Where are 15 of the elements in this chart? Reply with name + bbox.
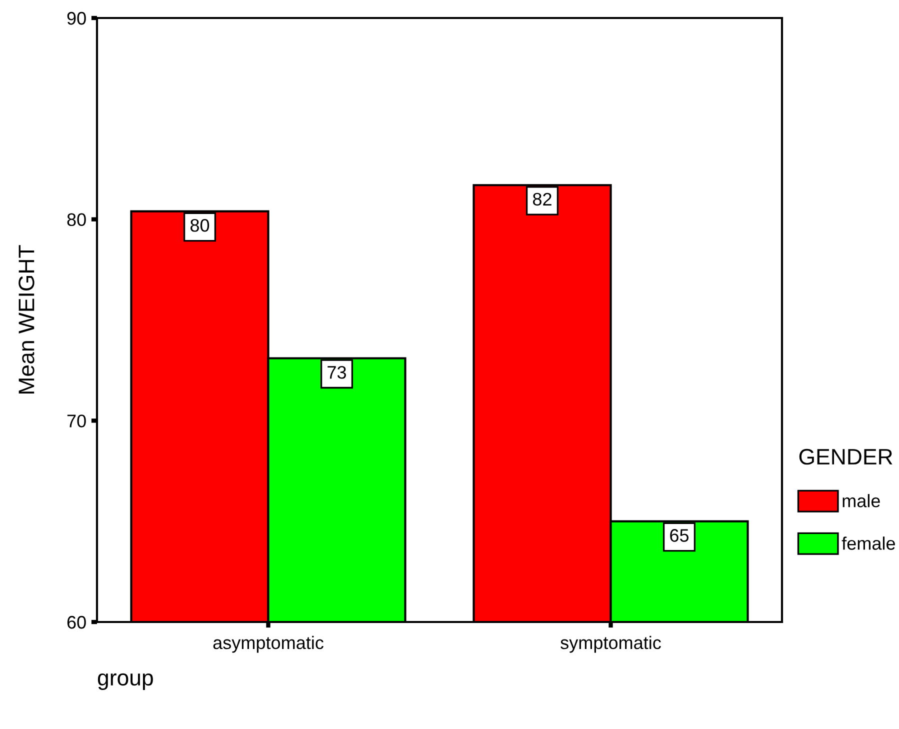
y-tick-label: 80 <box>67 213 86 226</box>
x-tick-label: asymptomatic <box>213 636 324 653</box>
data-label: 82 <box>532 192 552 206</box>
y-tick-label: 90 <box>67 12 86 25</box>
data-label: 80 <box>190 219 210 232</box>
x-tick-label: symptomatic <box>560 636 661 653</box>
legend-title: GENDER <box>799 448 892 465</box>
x-axis-title: group <box>98 673 153 690</box>
data-label: 73 <box>328 366 346 379</box>
data-label: 65 <box>670 529 689 542</box>
y-axis-title: Mean WEIGHT <box>18 245 34 394</box>
y-tick-label: 70 <box>67 414 86 428</box>
legend-label: female <box>842 536 895 550</box>
legend-label: male <box>842 494 880 508</box>
y-tick-label: 60 <box>67 616 86 629</box>
